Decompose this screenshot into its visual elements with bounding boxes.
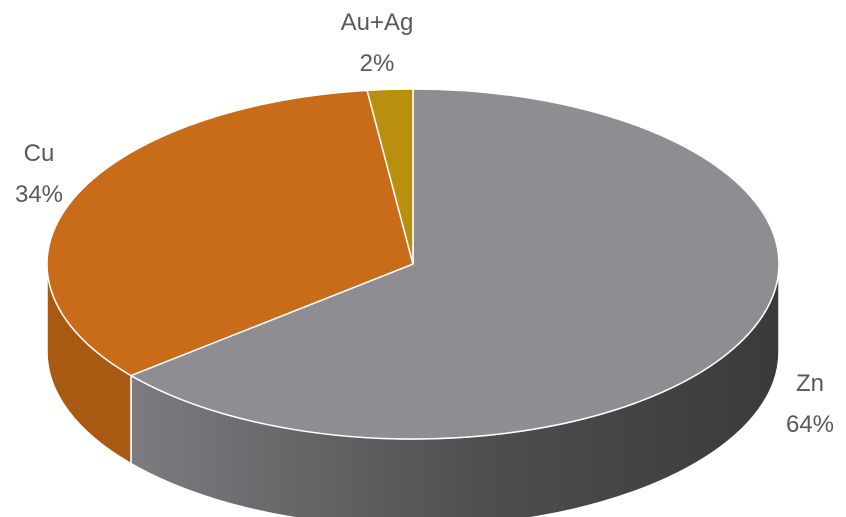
slice-label-cu: Cu xyxy=(24,140,55,167)
slice-label-zn: Zn xyxy=(796,370,824,397)
slice-value-zn: 64% xyxy=(786,411,834,438)
slice-label-au-ag: Au+Ag xyxy=(341,9,414,36)
pie-top-faces xyxy=(46,88,780,440)
pie-slice-zn xyxy=(130,88,780,440)
slice-value-cu: 34% xyxy=(15,181,63,208)
pie-slice-au-ag xyxy=(366,88,414,265)
pie-slice-cu xyxy=(46,89,414,377)
slice-value-au-ag: 2% xyxy=(360,50,395,77)
